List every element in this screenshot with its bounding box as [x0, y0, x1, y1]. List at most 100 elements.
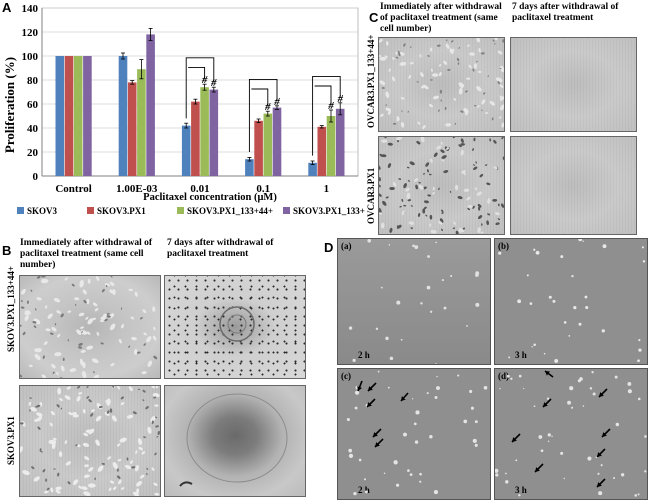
bar — [245, 159, 254, 176]
arrowhead — [602, 432, 607, 437]
cell — [472, 148, 474, 151]
cell — [20, 306, 25, 309]
cell — [400, 121, 405, 128]
cell — [43, 341, 48, 345]
cell — [86, 331, 91, 335]
cell — [420, 72, 424, 78]
cell — [101, 462, 106, 465]
cell — [474, 105, 477, 107]
cell — [429, 158, 433, 163]
cell — [443, 60, 448, 65]
cell — [416, 81, 419, 83]
cell — [397, 50, 401, 53]
cell — [348, 326, 353, 330]
cell — [495, 468, 499, 473]
cell — [476, 38, 481, 43]
cell — [42, 355, 45, 359]
cell — [346, 418, 350, 422]
cell — [535, 250, 540, 255]
cell — [406, 166, 410, 169]
cell — [418, 182, 421, 184]
cell — [578, 322, 582, 326]
cell — [146, 467, 149, 470]
cell — [481, 99, 486, 105]
cell — [137, 388, 141, 391]
cell — [392, 57, 395, 60]
arrowhead — [367, 402, 372, 407]
cell — [106, 315, 111, 318]
cell — [379, 184, 381, 188]
cell — [151, 386, 155, 389]
cell — [499, 387, 501, 390]
arrowhead — [375, 442, 380, 447]
cell — [44, 490, 49, 494]
cell — [445, 123, 452, 127]
cell — [543, 352, 546, 355]
cell — [108, 487, 112, 492]
cell — [441, 155, 447, 159]
cell — [427, 55, 430, 57]
cell — [134, 291, 138, 297]
cell — [480, 52, 485, 55]
cell — [90, 413, 94, 417]
cell — [497, 80, 500, 85]
cell — [385, 104, 387, 107]
cell — [379, 56, 387, 61]
cell — [53, 468, 56, 470]
cell — [75, 444, 78, 447]
cell — [91, 409, 95, 412]
panel-label-b: B — [2, 243, 12, 258]
cell — [389, 227, 393, 233]
cell — [88, 399, 92, 403]
cell — [151, 467, 155, 471]
bar — [181, 125, 191, 176]
cell — [473, 164, 475, 166]
cell — [380, 113, 384, 117]
cell — [429, 214, 433, 220]
significance-marker: # — [264, 101, 271, 113]
cell — [154, 404, 159, 407]
cell — [415, 184, 419, 190]
cell — [644, 435, 647, 438]
cell — [600, 464, 603, 467]
cell — [86, 396, 90, 399]
panel-c-row2-label: OVCAR3.PX1 — [366, 167, 376, 224]
cell — [96, 331, 100, 336]
cell — [432, 186, 435, 191]
cell — [379, 38, 383, 43]
cell — [597, 472, 600, 475]
cell — [95, 415, 102, 422]
cell — [523, 387, 525, 390]
cell — [80, 326, 84, 329]
cell — [551, 435, 553, 438]
sem-image-b: (b) 3 h — [494, 238, 648, 365]
panel-b-column2-caption: 7 days after withdrawal of paclitaxel tr… — [167, 238, 274, 259]
cell — [126, 457, 129, 461]
cell — [137, 438, 143, 446]
cell — [440, 99, 442, 102]
cell — [425, 162, 430, 167]
cell — [468, 64, 472, 69]
cell — [458, 47, 460, 49]
cell — [107, 456, 112, 460]
micrograph-ovcar3-px1-day0 — [378, 136, 505, 235]
cell — [100, 319, 105, 323]
cell — [36, 297, 42, 301]
cell — [118, 338, 122, 344]
cell — [62, 357, 65, 361]
cell — [406, 192, 411, 200]
cell — [354, 406, 358, 410]
cell — [517, 299, 522, 304]
bar — [64, 56, 74, 176]
cell — [24, 315, 29, 322]
cell — [419, 472, 422, 476]
cell — [22, 331, 26, 336]
cell — [571, 406, 574, 409]
cell — [492, 199, 498, 202]
cell — [473, 63, 478, 69]
cell — [400, 97, 405, 100]
cell — [396, 224, 402, 229]
cell — [380, 222, 385, 229]
cell — [403, 183, 407, 189]
cell — [499, 84, 504, 88]
